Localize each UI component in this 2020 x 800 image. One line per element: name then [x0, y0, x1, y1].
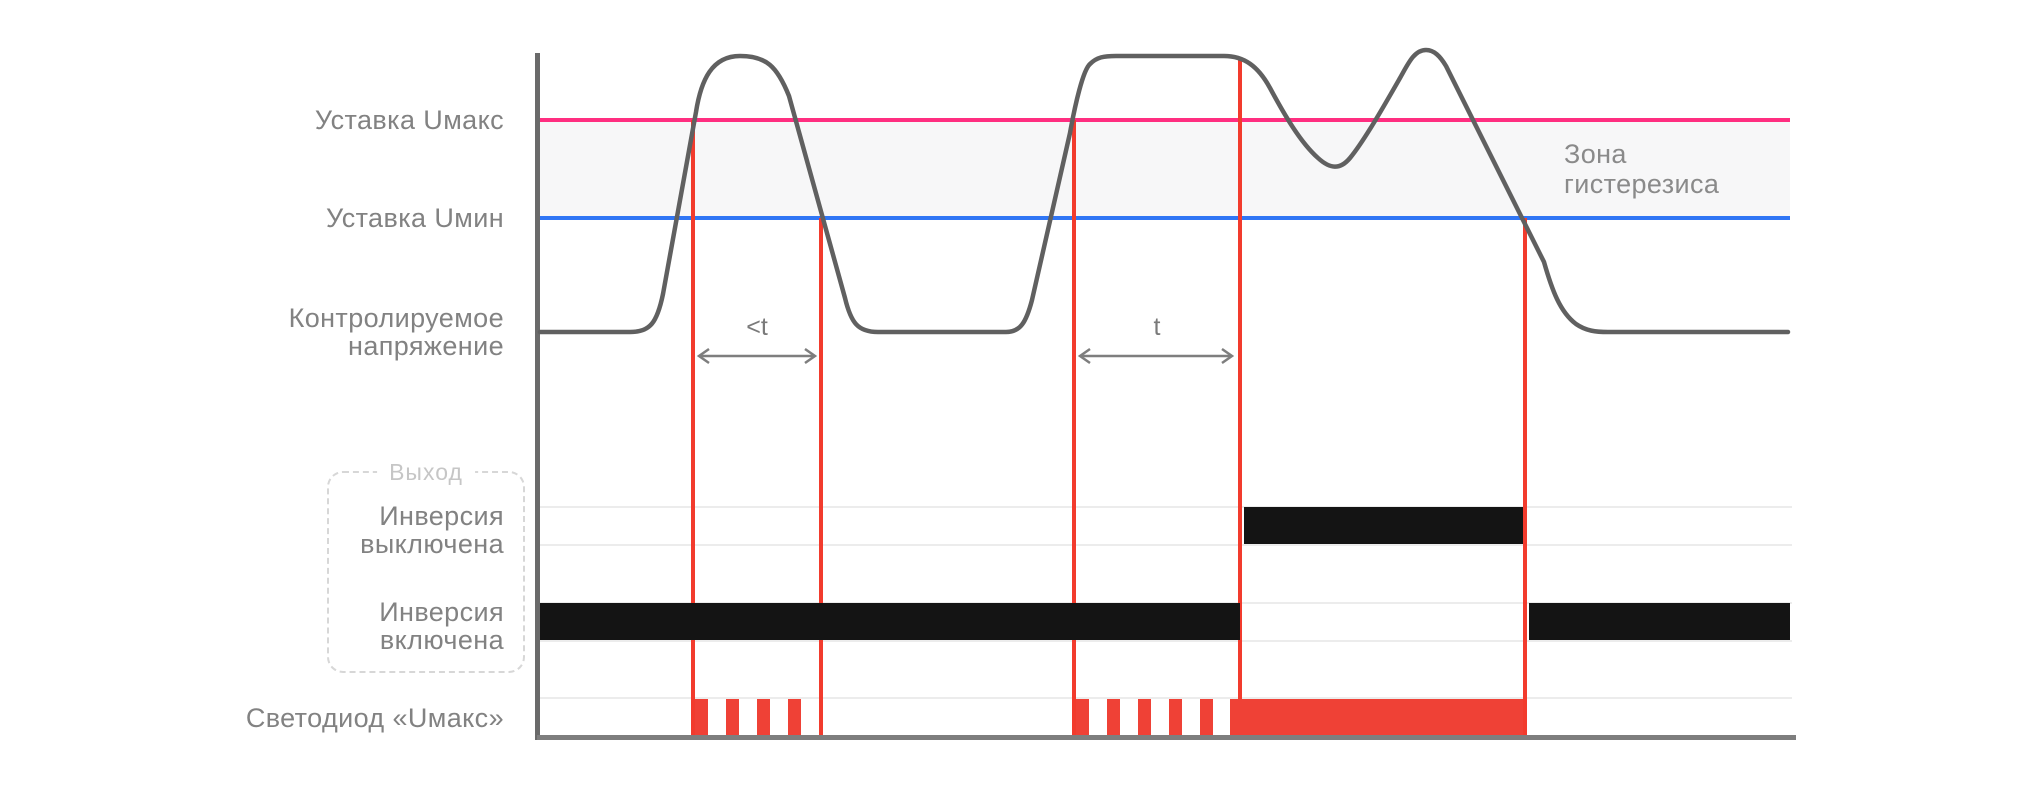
row-gridline: [540, 697, 1792, 699]
time-less-than-t-label: <t: [746, 313, 768, 341]
row-gridline: [540, 506, 1792, 508]
led-umax-label: Светодиод «Uмакс»: [245, 703, 504, 733]
inversion-on-bar: [1529, 603, 1790, 640]
interval-arrow-short: [696, 347, 818, 365]
hysteresis-zone-label-line1: Зона: [1564, 139, 1627, 169]
led-umax-bar: [1138, 699, 1151, 736]
event-line: [1238, 57, 1242, 737]
led-umax-bar: [1230, 699, 1523, 736]
led-umax-bar: [788, 699, 801, 736]
interval-arrow-t: [1077, 347, 1235, 365]
umax-setpoint-label: Уставка Uмакс: [314, 105, 504, 135]
led-umax-bar: [757, 699, 770, 736]
horizontal-axis: [537, 735, 1796, 740]
inversion-on-label-line1: Инверсия: [379, 597, 504, 627]
inversion-off-label-line2: выключена: [360, 529, 504, 559]
umin-setpoint-label: Уставка Uмин: [325, 203, 504, 233]
led-umax-bar: [1076, 699, 1089, 736]
event-line: [819, 218, 823, 737]
event-line: [1523, 218, 1527, 737]
vertical-axis: [535, 53, 540, 740]
led-umax-bar: [1107, 699, 1120, 736]
led-umax-bar: [726, 699, 739, 736]
inversion-off-label-line1: Инверсия: [379, 501, 504, 531]
row-gridline: [540, 544, 1792, 546]
monitored-voltage-label-line1: Контролируемое: [288, 303, 504, 333]
row-gridline: [540, 640, 1792, 642]
umax-threshold-line: [540, 118, 1790, 122]
event-line: [1072, 120, 1076, 737]
output-group-title: Выход: [377, 459, 475, 485]
output-group-box: Выход: [327, 459, 525, 673]
monitored-voltage-label-line2: напряжение: [348, 331, 504, 361]
inversion-on-label-line2: включена: [379, 625, 504, 655]
led-umax-bar: [1169, 699, 1182, 736]
led-umax-bar: [1200, 699, 1213, 736]
time-t-label: t: [1153, 313, 1161, 341]
hysteresis-zone-label-line2: гистерезиса: [1564, 169, 1720, 199]
inversion-off-bar: [1244, 507, 1523, 544]
umin-threshold-line: [540, 216, 1790, 220]
event-line: [691, 120, 695, 737]
inversion-on-bar: [540, 603, 1240, 640]
led-umax-bar: [695, 699, 708, 736]
